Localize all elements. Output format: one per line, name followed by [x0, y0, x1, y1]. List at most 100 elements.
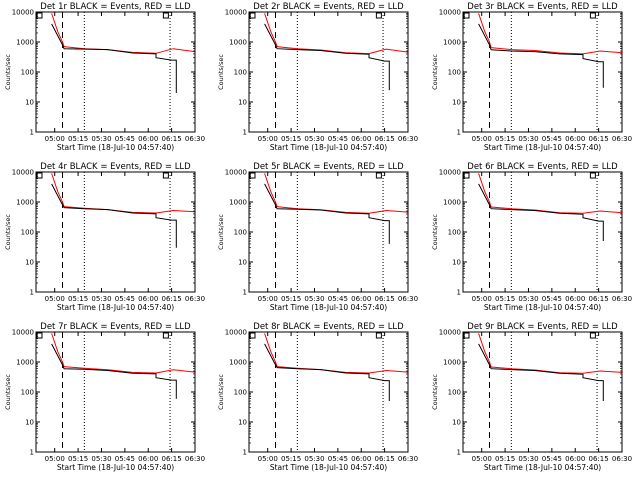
top-marker-box [375, 332, 382, 339]
y-tick-label: 1 [243, 289, 247, 297]
y-tick-label: 10000 [12, 329, 34, 337]
panel-det-7r: Det 7r BLACK = Events, RED = LLD 1 10 100 10… [4, 322, 205, 472]
x-tick-label: 05:00 [45, 295, 65, 303]
x-tick-label: 05:15 [495, 135, 515, 143]
y-tick-label: 100 [448, 69, 461, 77]
x-tick-label: 06:30 [185, 135, 205, 143]
x-tick-label: 05:30 [304, 295, 324, 303]
y-tick-label: 10 [25, 99, 34, 107]
y-tick-label: 1 [243, 129, 247, 137]
x-axis-label: Start Time (18-Jul-10 04:57:40) [484, 303, 601, 312]
y-tick-label: 1 [30, 129, 34, 137]
panel-data-area [264, 12, 408, 132]
panel-data-area [51, 332, 195, 452]
y-tick-label: 10000 [439, 329, 461, 337]
panel-data-area [478, 12, 622, 132]
y-tick-label: 10000 [225, 9, 247, 17]
x-tick-label: 06:15 [375, 455, 395, 463]
panel-det-5r: Det 5r BLACK = Events, RED = LLD 1 10 100 10… [217, 162, 418, 312]
x-tick-label: 06:15 [589, 455, 609, 463]
plot-frame [462, 171, 623, 293]
events-series-line [478, 23, 604, 88]
x-tick-label: 05:45 [542, 295, 562, 303]
lld-series-line [264, 173, 408, 214]
events-series-line [51, 183, 177, 248]
y-tick-label: 100 [234, 69, 247, 77]
y-axis-label: Counts/sec [431, 214, 439, 250]
x-tick-label: 06:30 [185, 455, 205, 463]
x-tick-label: 05:30 [518, 135, 538, 143]
y-tick-label: 1000 [443, 359, 461, 367]
top-marker-box [162, 172, 169, 179]
x-tick-label: 05:00 [472, 455, 492, 463]
events-series-line [264, 23, 390, 91]
x-tick-label: 06:30 [612, 135, 632, 143]
y-tick-label: 1000 [229, 199, 247, 207]
x-tick-label: 05:45 [115, 455, 135, 463]
x-tick-label: 05:45 [542, 455, 562, 463]
x-tick-label: 05:00 [258, 135, 278, 143]
x-tick-label: 06:15 [589, 135, 609, 143]
x-tick-label: 05:45 [328, 135, 348, 143]
x-tick-label: 06:00 [138, 135, 158, 143]
corner-marker-box [463, 12, 470, 19]
plot-frame [248, 11, 409, 133]
panel-title: Det 8r BLACK = Events, RED = LLD [253, 322, 404, 332]
panel-det-2r: Det 2r BLACK = Events, RED = LLD 1 10 100 10… [217, 2, 418, 152]
events-series-line [264, 183, 390, 244]
x-tick-label: 06:00 [565, 455, 585, 463]
x-tick-label: 06:00 [351, 295, 371, 303]
panel-data-area [478, 332, 622, 452]
y-tick-label: 1 [457, 449, 461, 457]
y-axis-label: Counts/sec [4, 54, 12, 90]
lld-series-line [478, 13, 622, 55]
panel-title: Det 5r BLACK = Events, RED = LLD [253, 162, 404, 172]
lld-series-line [264, 13, 408, 55]
y-tick-label: 100 [21, 229, 34, 237]
y-axis-label: Counts/sec [217, 374, 225, 410]
x-tick-label: 06:30 [612, 295, 632, 303]
x-tick-label: 06:15 [162, 135, 182, 143]
x-tick-label: 05:00 [45, 455, 65, 463]
panel-det-4r: Det 4r BLACK = Events, RED = LLD 1 10 100 10… [4, 162, 205, 312]
x-tick-label: 06:15 [162, 295, 182, 303]
y-tick-label: 10 [238, 259, 247, 267]
panel-title: Det 4r BLACK = Events, RED = LLD [40, 162, 191, 172]
plot-frame [248, 171, 409, 293]
x-axis-label: Start Time (18-Jul-10 04:57:40) [270, 143, 387, 152]
y-tick-label: 1000 [16, 199, 34, 207]
x-tick-label: 05:15 [68, 135, 88, 143]
x-tick-label: 05:15 [68, 295, 88, 303]
panel-title: Det 6r BLACK = Events, RED = LLD [467, 162, 618, 172]
x-tick-label: 06:30 [398, 295, 418, 303]
corner-marker-box [249, 332, 256, 339]
x-tick-label: 05:30 [91, 455, 111, 463]
plot-frame [35, 171, 196, 293]
x-tick-label: 05:30 [518, 455, 538, 463]
x-tick-label: 05:00 [472, 295, 492, 303]
x-tick-label: 06:30 [185, 295, 205, 303]
y-tick-label: 10 [452, 99, 461, 107]
y-tick-label: 1 [457, 129, 461, 137]
events-series-line [51, 343, 177, 399]
y-tick-label: 10 [25, 259, 34, 267]
x-tick-label: 06:15 [589, 295, 609, 303]
y-tick-label: 10 [25, 419, 34, 427]
top-marker-box [162, 332, 169, 339]
y-tick-label: 100 [21, 389, 34, 397]
corner-marker-box [249, 12, 256, 19]
x-tick-label: 06:00 [351, 455, 371, 463]
y-tick-label: 100 [21, 69, 34, 77]
panel-det-3r: Det 3r BLACK = Events, RED = LLD 1 10 100 10… [431, 2, 632, 152]
x-tick-label: 06:00 [565, 295, 585, 303]
panel-data-area [264, 172, 408, 292]
x-axis-label: Start Time (18-Jul-10 04:57:40) [270, 463, 387, 472]
plot-frame [35, 11, 196, 133]
x-tick-label: 05:00 [258, 455, 278, 463]
y-tick-label: 1 [457, 289, 461, 297]
x-tick-label: 05:00 [45, 135, 65, 143]
y-tick-label: 10 [452, 259, 461, 267]
x-tick-label: 05:00 [472, 135, 492, 143]
y-axis-label: Counts/sec [217, 54, 225, 90]
x-tick-label: 05:15 [281, 295, 301, 303]
